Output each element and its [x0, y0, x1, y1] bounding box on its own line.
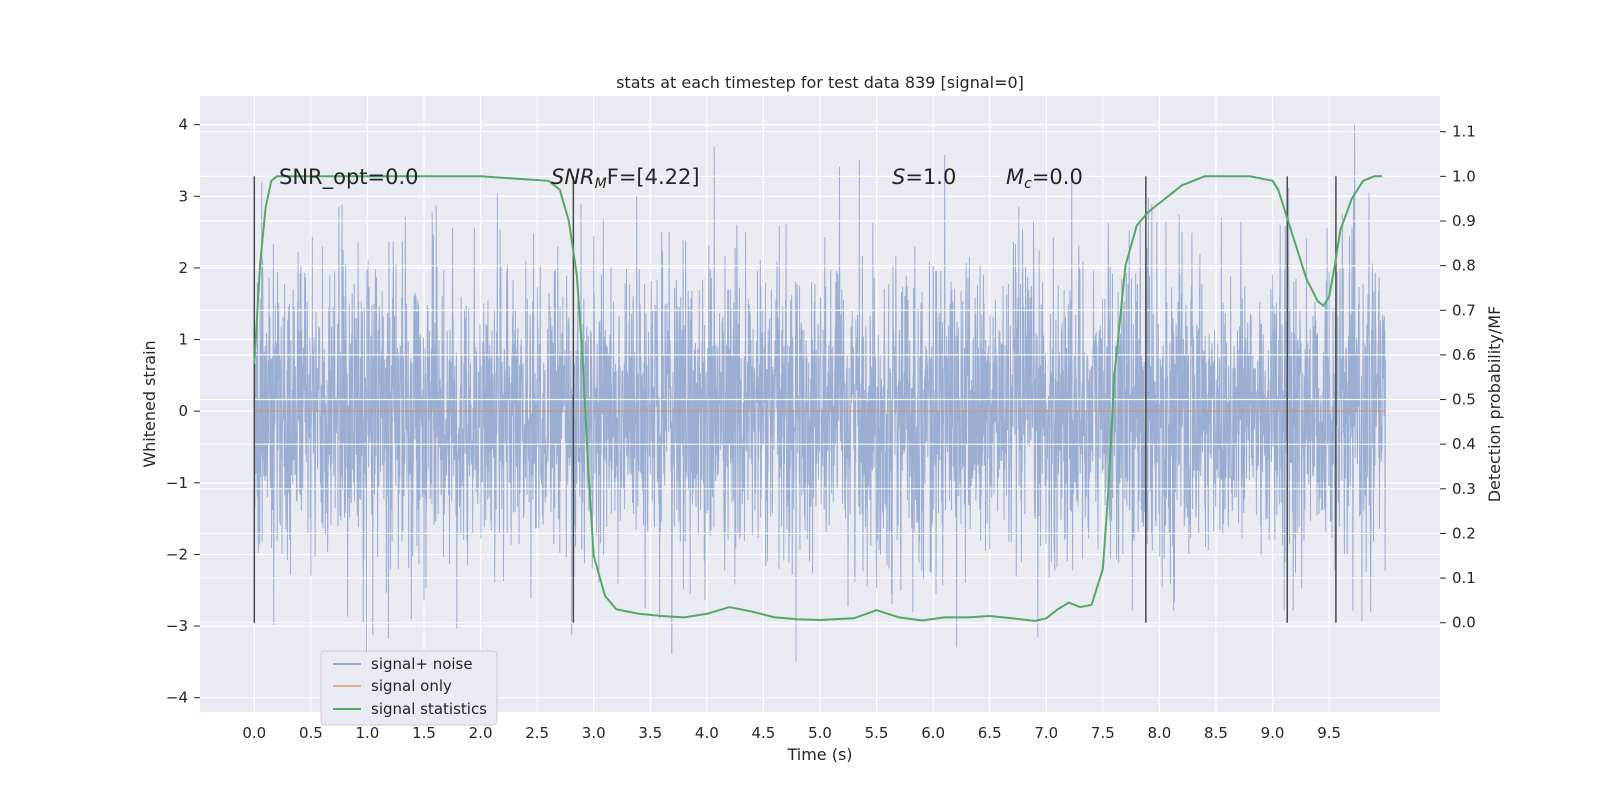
vertical-markers: [253, 176, 1337, 623]
y-right-tick-label: 0.5: [1452, 391, 1476, 409]
snr-opt-annotation: SNR_opt=0.0: [279, 165, 419, 190]
y-right-tick-label: 0.3: [1452, 480, 1476, 498]
y-tick-label: 2: [178, 259, 188, 277]
x-tick-label: 5.0: [808, 724, 832, 742]
x-tick-label: 7.0: [1034, 724, 1058, 742]
x-tick-label: 1.0: [356, 724, 380, 742]
x-tick-label: 2.0: [469, 724, 493, 742]
x-tick-label: 5.5: [865, 724, 889, 742]
signal-statistics-series: [253, 175, 1383, 622]
y-tick-label: 1: [178, 331, 188, 349]
y-right-tick-label: 0.6: [1452, 346, 1476, 364]
y-tick-label: 0: [178, 402, 188, 420]
snr-mf-annotation: SNRMF=[4.22]: [551, 165, 700, 192]
y-right-tick-label: 0.0: [1452, 614, 1476, 632]
y-tick-label: −2: [166, 545, 188, 563]
x-tick-label: 0.0: [242, 724, 266, 742]
x-tick-label: 0.5: [299, 724, 323, 742]
x-tick-label: 7.5: [1091, 724, 1115, 742]
x-axis-ticks: 0.0 0.5 1.0 1.5 2.0 2.5 3.0 3.5 4.0 4.5 5.0 5.5 6.0 6…: [242, 724, 1341, 742]
x-tick-label: 8.0: [1147, 724, 1171, 742]
y-axis-left-ticks: 4 3 2 1 0 −1 −2 −3 −4: [166, 116, 200, 707]
y-tick-label: −1: [166, 474, 188, 492]
x-tick-label: 1.5: [412, 724, 436, 742]
x-tick-label: 4.5: [752, 724, 776, 742]
y-right-tick-label: 0.8: [1452, 257, 1476, 275]
y-tick-label: −3: [166, 617, 188, 635]
signal-statistics-line: [253, 175, 1383, 622]
y-tick-label: −4: [166, 689, 188, 707]
legend: signal+ noise signal only signal statist…: [320, 650, 498, 726]
y-tick-label: 3: [178, 187, 188, 205]
legend-box: [320, 650, 498, 726]
y-right-tick-label: 0.2: [1452, 524, 1476, 542]
chart-title: stats at each timestep for test data 839…: [616, 73, 1024, 92]
legend-signal-noise-label: signal+ noise: [371, 655, 473, 673]
x-tick-label: 9.0: [1261, 724, 1285, 742]
y-right-tick-label: 0.4: [1452, 435, 1476, 453]
legend-signal-statistics-label: signal statistics: [371, 700, 487, 718]
y-right-tick-label: 1.1: [1452, 123, 1476, 141]
x-tick-label: 9.5: [1317, 724, 1341, 742]
y-right-tick-label: 0.9: [1452, 212, 1476, 230]
s-annotation: S=1.0: [892, 165, 956, 189]
y-right-tick-label: 0.1: [1452, 569, 1476, 587]
x-tick-label: 6.5: [978, 724, 1002, 742]
y-right-tick-label: 0.7: [1452, 301, 1476, 319]
legend-signal-only-label: signal only: [371, 677, 452, 695]
y-axis-label: Whitened strain: [140, 340, 159, 467]
y-axis-right-label: Detection probability/MF: [1485, 306, 1504, 503]
signal-noise-series: [253, 124, 1387, 664]
mc-annotation: Mc=0.0: [1006, 165, 1083, 192]
x-tick-label: 6.0: [921, 724, 945, 742]
x-tick-label: 3.0: [582, 724, 606, 742]
x-axis-label: Time (s): [786, 745, 852, 764]
x-tick-label: 3.5: [638, 724, 662, 742]
y-right-tick-label: 1.0: [1452, 167, 1476, 185]
x-tick-label: 4.0: [695, 724, 719, 742]
x-tick-label: 8.5: [1204, 724, 1228, 742]
x-tick-label: 2.5: [525, 724, 549, 742]
y-axis-right-ticks: 1.1 1.0 0.9 0.8 0.7 0.6 0.5 0.4 0.3 0.2 0.1 0.0: [1440, 123, 1476, 632]
y-tick-label: 4: [178, 116, 188, 134]
signal-noise-line: [253, 124, 1387, 664]
